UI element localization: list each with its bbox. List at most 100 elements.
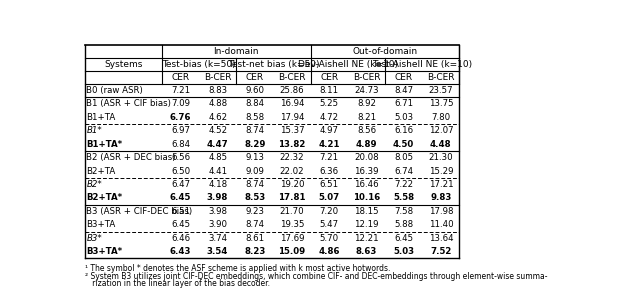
Text: 12.21: 12.21 (354, 234, 379, 243)
Text: 4.89: 4.89 (356, 140, 377, 149)
Text: 11.40: 11.40 (429, 220, 453, 229)
Text: 13.75: 13.75 (429, 99, 453, 108)
Text: B-CER: B-CER (278, 73, 306, 82)
Text: 4.88: 4.88 (208, 99, 227, 108)
Text: 8.05: 8.05 (394, 153, 413, 162)
Text: 4.85: 4.85 (208, 153, 227, 162)
Text: 5.03: 5.03 (393, 247, 414, 256)
Text: In-domain: In-domain (214, 47, 259, 56)
Text: 8.53: 8.53 (244, 194, 266, 202)
Text: 3.98: 3.98 (208, 207, 227, 216)
Text: 8.74: 8.74 (245, 180, 264, 189)
Text: 8.84: 8.84 (245, 99, 264, 108)
Text: 5.58: 5.58 (393, 194, 414, 202)
Text: ² System B3 utilizes joint CIF-DEC embeddings, which combine CIF- and DEC-embedd: ² System B3 utilizes joint CIF-DEC embed… (85, 272, 547, 281)
Text: 4.21: 4.21 (319, 140, 340, 149)
Text: 4.48: 4.48 (430, 140, 452, 149)
Text: 8.47: 8.47 (394, 86, 413, 95)
Text: 6.97: 6.97 (171, 126, 190, 135)
Text: 6.45: 6.45 (171, 220, 190, 229)
Text: 15.29: 15.29 (429, 166, 453, 175)
Text: 3.54: 3.54 (207, 247, 228, 256)
Text: CER: CER (246, 73, 264, 82)
Text: 8.61: 8.61 (245, 234, 264, 243)
Text: 16.46: 16.46 (354, 180, 379, 189)
Text: 13.82: 13.82 (278, 140, 306, 149)
Text: 20.08: 20.08 (354, 153, 379, 162)
Text: 12.19: 12.19 (354, 220, 379, 229)
Text: B2+TA: B2+TA (86, 166, 116, 175)
Text: Test-Aishell NE (k=10): Test-Aishell NE (k=10) (372, 60, 472, 69)
Text: Dev-Aishell NE (k=10): Dev-Aishell NE (k=10) (298, 60, 398, 69)
Text: 4.41: 4.41 (208, 166, 227, 175)
Text: 6.76: 6.76 (170, 113, 191, 122)
Text: 23.57: 23.57 (429, 86, 453, 95)
Text: 21.30: 21.30 (429, 153, 453, 162)
Text: 4.18: 4.18 (208, 180, 227, 189)
Text: 19.35: 19.35 (280, 220, 304, 229)
Text: 6.45: 6.45 (170, 194, 191, 202)
Text: 7.58: 7.58 (394, 207, 413, 216)
Text: 24.73: 24.73 (354, 86, 379, 95)
Text: 6.43: 6.43 (170, 247, 191, 256)
Text: B3+TA*: B3+TA* (86, 247, 123, 256)
Text: B0 (raw ASR): B0 (raw ASR) (86, 86, 143, 95)
Text: B3+TA: B3+TA (86, 220, 116, 229)
Text: 8.56: 8.56 (357, 126, 376, 135)
Text: 4.62: 4.62 (208, 113, 227, 122)
Text: B3*: B3* (86, 234, 102, 243)
Text: 17.81: 17.81 (278, 194, 306, 202)
Text: 15.09: 15.09 (278, 247, 306, 256)
Text: 6.45: 6.45 (394, 234, 413, 243)
Text: 6.71: 6.71 (394, 99, 413, 108)
Text: B-CER: B-CER (353, 73, 380, 82)
Text: 9.13: 9.13 (245, 153, 264, 162)
Text: 18.15: 18.15 (354, 207, 379, 216)
Text: B1*: B1* (86, 126, 102, 135)
Text: ¹ The symbol * denotes the ASF scheme is applied with k most active hotwords.: ¹ The symbol * denotes the ASF scheme is… (85, 264, 390, 273)
Text: 16.94: 16.94 (280, 99, 304, 108)
Text: 4.97: 4.97 (320, 126, 339, 135)
Text: 25.86: 25.86 (280, 86, 305, 95)
Text: 5.03: 5.03 (394, 113, 413, 122)
Text: B1 (ASR + CIF bias): B1 (ASR + CIF bias) (86, 99, 172, 108)
Text: 5.47: 5.47 (319, 220, 339, 229)
Text: 19.20: 19.20 (280, 180, 304, 189)
Text: 7.21: 7.21 (319, 153, 339, 162)
Text: 12.07: 12.07 (429, 126, 453, 135)
Text: 22.02: 22.02 (280, 166, 305, 175)
Text: 8.21: 8.21 (357, 113, 376, 122)
Text: 7.09: 7.09 (171, 99, 190, 108)
Text: 6.74: 6.74 (394, 166, 413, 175)
Text: 10.16: 10.16 (353, 194, 380, 202)
Text: B2*: B2* (86, 180, 102, 189)
Text: 3.98: 3.98 (207, 194, 228, 202)
Text: 22.32: 22.32 (280, 153, 305, 162)
Text: 8.11: 8.11 (319, 86, 339, 95)
Text: 4.72: 4.72 (319, 113, 339, 122)
Text: B-CER: B-CER (204, 73, 232, 82)
Text: B2 (ASR + DEC bias): B2 (ASR + DEC bias) (86, 153, 176, 162)
Text: 17.94: 17.94 (280, 113, 304, 122)
Text: 6.51: 6.51 (171, 207, 190, 216)
Text: B1+TA: B1+TA (86, 113, 116, 122)
Text: 3.90: 3.90 (208, 220, 227, 229)
Text: Out-of-domain: Out-of-domain (353, 47, 418, 56)
Text: 6.51: 6.51 (319, 180, 339, 189)
Text: 9.83: 9.83 (430, 194, 452, 202)
Text: Systems: Systems (104, 60, 143, 69)
Text: 4.47: 4.47 (207, 140, 228, 149)
Text: B3 (ASR + CIF-DEC bias): B3 (ASR + CIF-DEC bias) (86, 207, 193, 216)
Text: 4.86: 4.86 (319, 247, 340, 256)
Text: 8.58: 8.58 (245, 113, 264, 122)
Text: 5.25: 5.25 (319, 99, 339, 108)
Text: 17.98: 17.98 (429, 207, 453, 216)
Text: 15.37: 15.37 (280, 126, 305, 135)
Text: rization in the linear layer of the bias decoder.: rization in the linear layer of the bias… (85, 279, 270, 288)
Text: 5.70: 5.70 (319, 234, 339, 243)
Text: 3.74: 3.74 (208, 234, 227, 243)
Text: 8.74: 8.74 (245, 126, 264, 135)
Text: 9.09: 9.09 (245, 166, 264, 175)
Text: 6.16: 6.16 (394, 126, 413, 135)
Text: 8.83: 8.83 (208, 86, 227, 95)
